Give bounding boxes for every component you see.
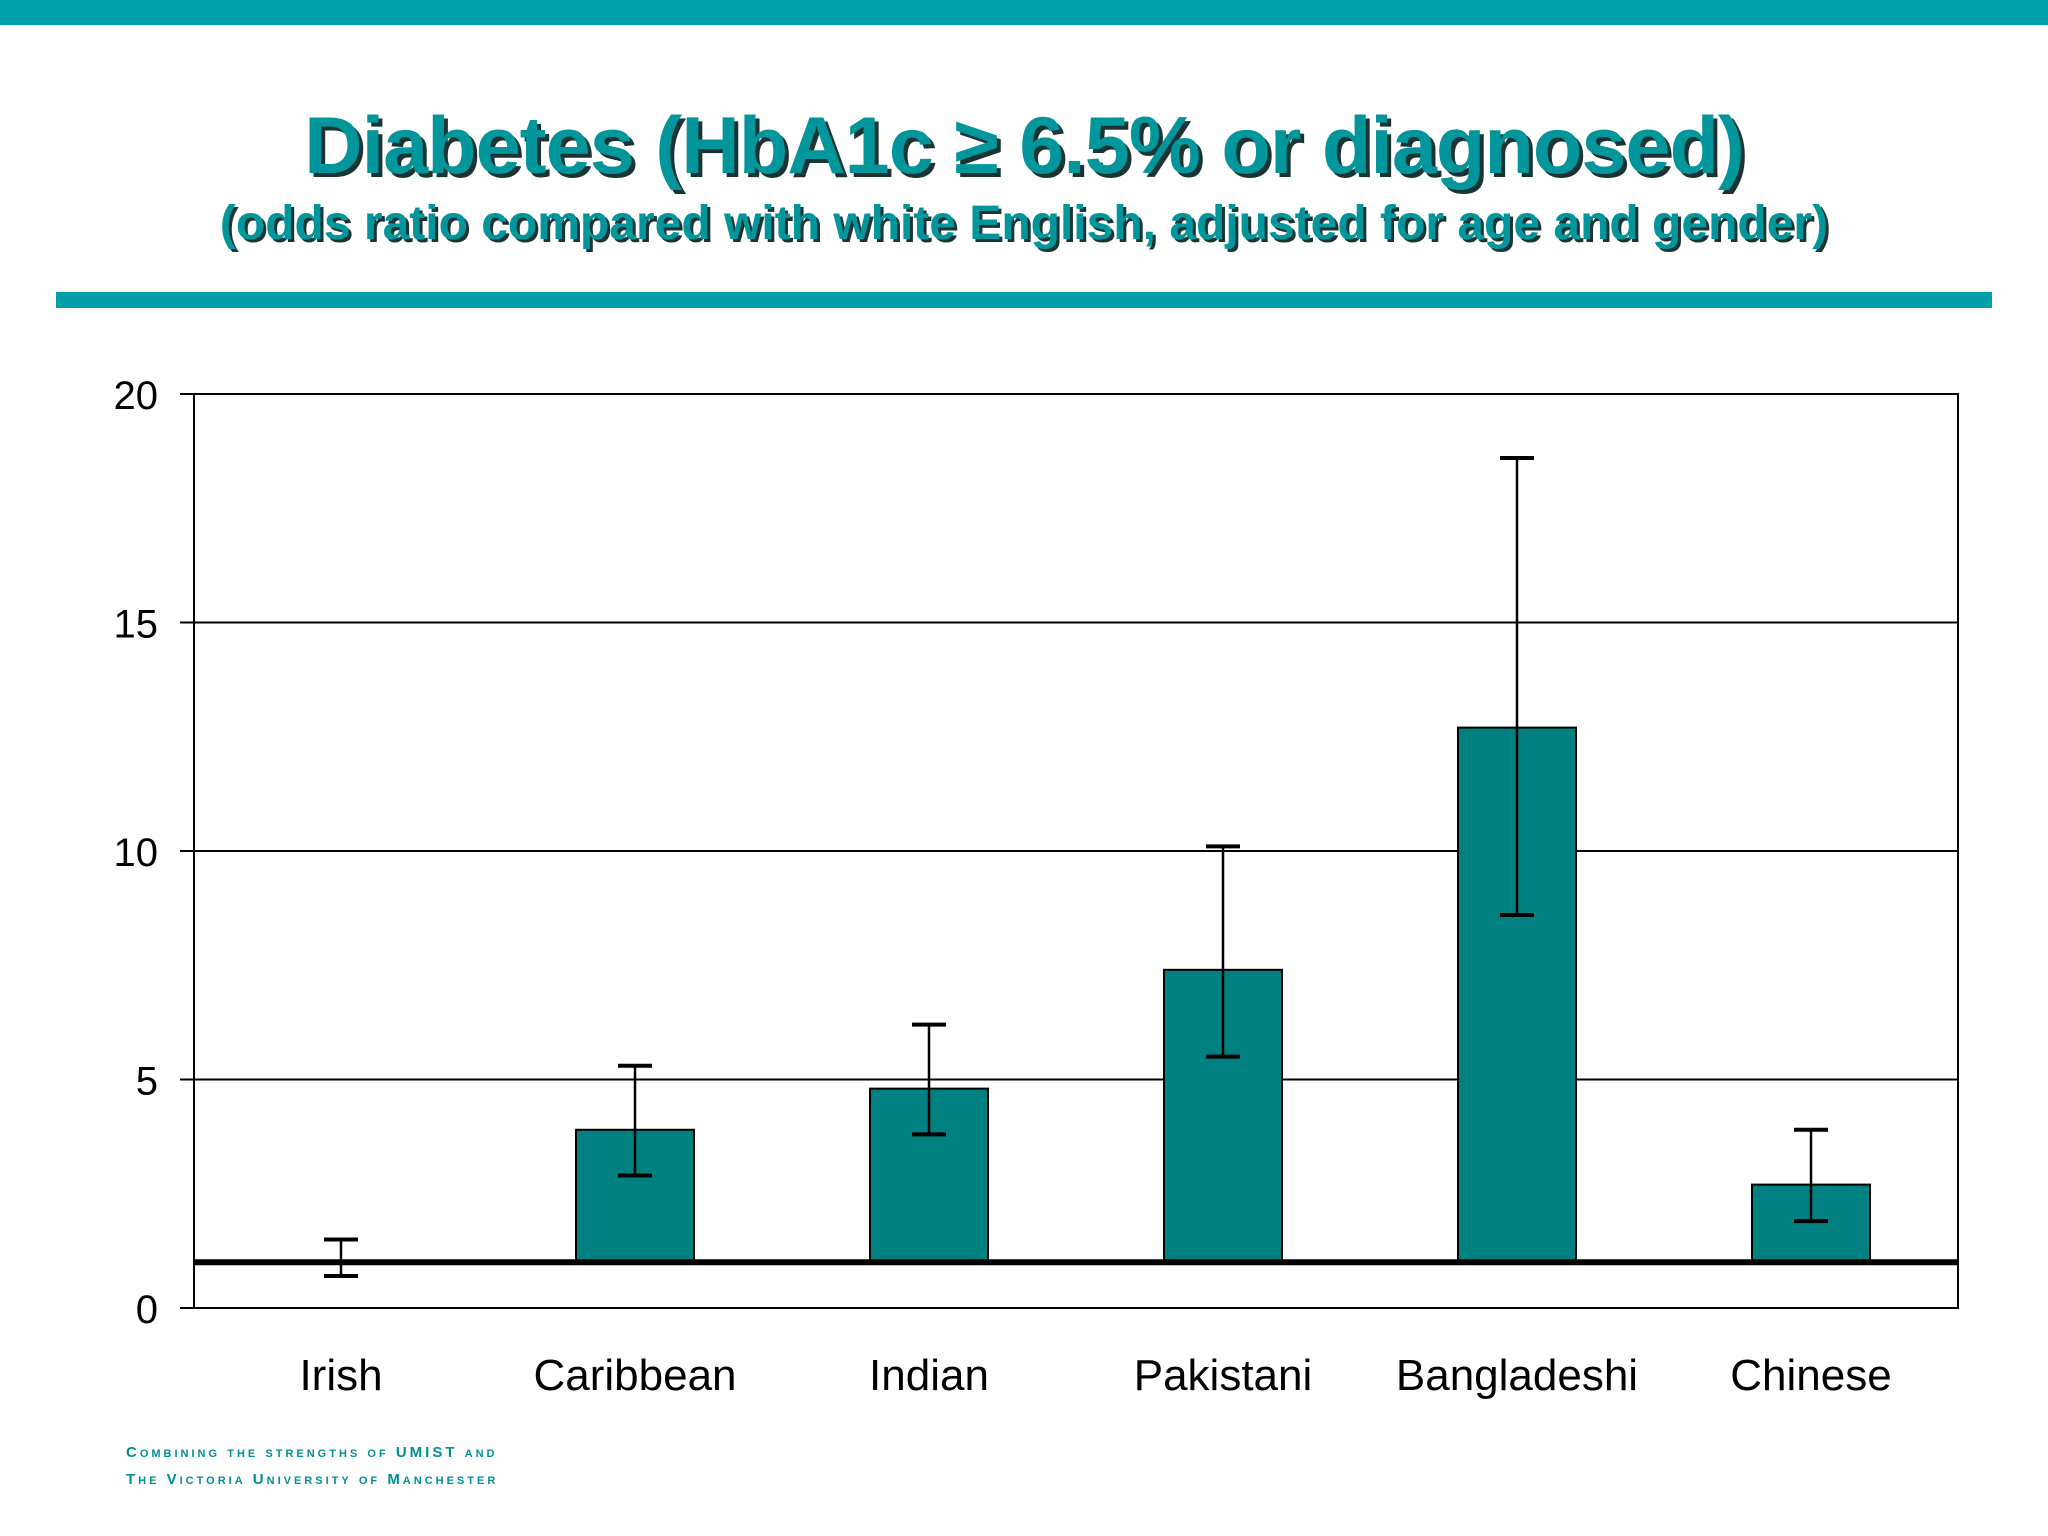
category-label: Caribbean (533, 1351, 736, 1400)
title-divider (56, 292, 1992, 308)
category-label: Chinese (1730, 1351, 1891, 1400)
category-label: Irish (299, 1351, 382, 1400)
plot-frame (193, 393, 1959, 1309)
category-label: Indian (869, 1351, 989, 1400)
slide-subtitle: (odds ratio compared with white English,… (219, 197, 1829, 250)
top-accent-bar (0, 0, 2048, 25)
y-tick-label: 10 (114, 831, 159, 875)
y-tick-label: 15 (114, 603, 159, 647)
footer-line-1: Combining the strengths of UMIST and (126, 1444, 498, 1461)
y-tick-label: 5 (136, 1060, 158, 1104)
category-label: Bangladeshi (1396, 1351, 1638, 1400)
y-tick-label: 0 (136, 1288, 158, 1332)
category-label: Pakistani (1134, 1351, 1313, 1400)
footer-line-2: The Victoria University of Manchester (126, 1471, 499, 1488)
slide-title: Diabetes (HbA1c ≥ 6.5% or diagnosed) (304, 101, 1745, 191)
y-tick-label: 20 (114, 374, 159, 418)
